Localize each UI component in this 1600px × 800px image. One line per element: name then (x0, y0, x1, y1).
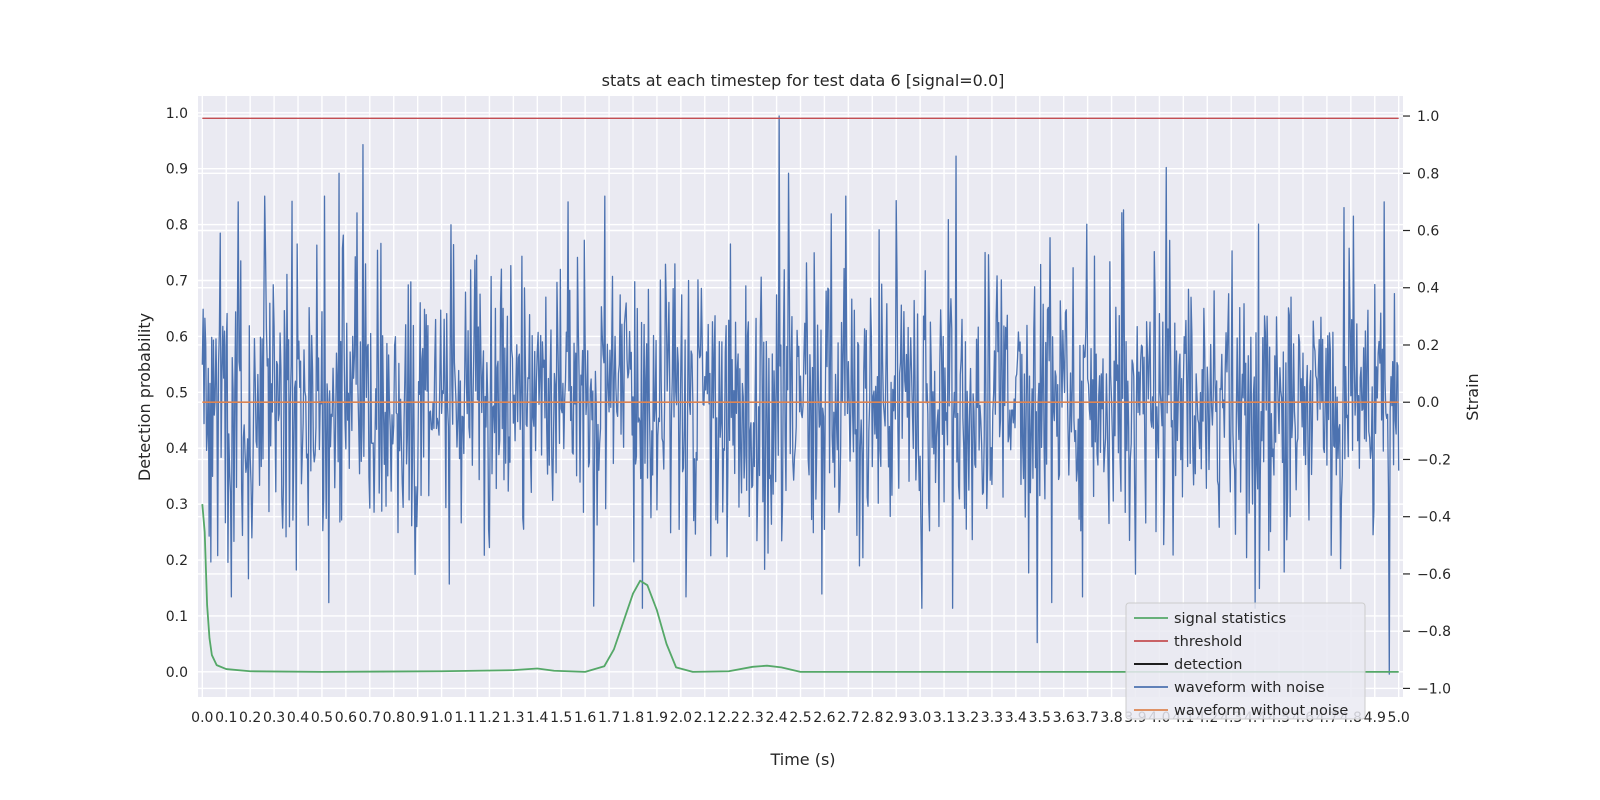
x-tick-label: 1.1 (454, 710, 476, 726)
x-tick-label: 0.2 (239, 710, 261, 726)
x-tick-label: 1.4 (526, 710, 548, 726)
y-tick-label-left: 0.9 (166, 162, 188, 178)
y-tick-label-left: 0.6 (166, 329, 188, 345)
y-tick-label-left: 0.0 (166, 665, 188, 681)
legend-label: detection (1174, 657, 1242, 673)
x-tick-label: 1.6 (574, 710, 596, 726)
chart-title: stats at each timestep for test data 6 [… (602, 71, 1005, 90)
y-tick-label-right: 0.0 (1417, 395, 1439, 411)
x-tick-label: 0.8 (383, 710, 405, 726)
x-axis-label: Time (s) (769, 750, 835, 769)
x-tick-label: 1.0 (430, 710, 452, 726)
x-tick-label: 2.2 (718, 710, 740, 726)
legend-label: waveform without noise (1174, 703, 1348, 719)
y-tick-label-left: 0.3 (166, 497, 188, 513)
x-tick-label: 0.4 (287, 710, 309, 726)
x-tick-label: 2.0 (670, 710, 692, 726)
x-tick-label: 1.9 (646, 710, 668, 726)
x-tick-label: 3.8 (1100, 710, 1122, 726)
x-tick-label: 1.5 (550, 710, 572, 726)
x-tick-label: 0.3 (263, 710, 285, 726)
y-tick-label-right: −0.6 (1417, 567, 1451, 583)
x-tick-label: 3.0 (909, 710, 931, 726)
x-tick-label: 1.8 (622, 710, 644, 726)
x-tick-label: 2.3 (742, 710, 764, 726)
y-tick-label-right: −0.2 (1417, 452, 1451, 468)
x-tick-label: 1.7 (598, 710, 620, 726)
y-tick-label-right: −1.0 (1417, 681, 1451, 697)
legend-label: threshold (1174, 634, 1242, 650)
legend-label: waveform with noise (1174, 680, 1325, 696)
x-tick-label: 2.7 (837, 710, 859, 726)
x-tick-label: 1.2 (478, 710, 500, 726)
x-tick-label: 2.5 (789, 710, 811, 726)
x-tick-label: 0.9 (407, 710, 429, 726)
y-tick-label-right: −0.4 (1417, 510, 1451, 526)
x-tick-label: 2.9 (885, 710, 907, 726)
y-tick-label-right: 1.0 (1417, 109, 1439, 125)
y-tick-label-left: 0.1 (166, 609, 188, 625)
y-tick-label-left: 0.4 (166, 441, 188, 457)
y-tick-label-left: 0.5 (166, 385, 188, 401)
y-tick-label-left: 0.7 (166, 273, 188, 289)
x-tick-label: 2.1 (694, 710, 716, 726)
y-tick-label-right: −0.8 (1417, 624, 1451, 640)
y-tick-label-right: 0.6 (1417, 224, 1439, 240)
legend-label: signal statistics (1174, 611, 1286, 627)
x-tick-label: 2.4 (765, 710, 787, 726)
x-tick-label: 0.5 (311, 710, 333, 726)
legend: signal statistics threshold detection wavef… (1125, 602, 1366, 720)
series-signal-statistics (201, 504, 1399, 673)
x-tick-label: 3.1 (933, 710, 955, 726)
x-tick-label: 2.8 (861, 710, 883, 726)
y-axis-label-left: Detection probability (135, 313, 154, 481)
x-tick-label: 0.6 (335, 710, 357, 726)
x-tick-label: 3.2 (957, 710, 979, 726)
x-tick-label: 0.0 (191, 710, 213, 726)
y-axis-label-right: Strain (1463, 373, 1482, 420)
x-tick-label: 3.7 (1076, 710, 1098, 726)
y-tick-label-left: 1.0 (166, 106, 188, 122)
y-tick-label-left: 0.2 (166, 553, 188, 569)
y-tick-label-right: 0.2 (1417, 338, 1439, 354)
x-tick-label: 2.6 (813, 710, 835, 726)
x-tick-label: 3.3 (981, 710, 1003, 726)
x-tick-label: 0.1 (215, 710, 237, 726)
series-layer (201, 115, 1400, 675)
x-tick-label: 3.5 (1029, 710, 1051, 726)
y-tick-label-left: 0.8 (166, 218, 188, 234)
x-tick-label: 3.4 (1005, 710, 1027, 726)
legend-box (1125, 602, 1366, 720)
x-tick-label: 3.6 (1053, 710, 1075, 726)
x-tick-label: 5.0 (1388, 710, 1410, 726)
x-tick-label: 0.7 (359, 710, 381, 726)
series-waveform-with-noise (201, 115, 1400, 675)
x-tick-label: 1.3 (502, 710, 524, 726)
x-tick-label: 4.9 (1364, 710, 1386, 726)
y-tick-label-right: 0.4 (1417, 281, 1439, 297)
y-tick-label-right: 0.8 (1417, 166, 1439, 182)
